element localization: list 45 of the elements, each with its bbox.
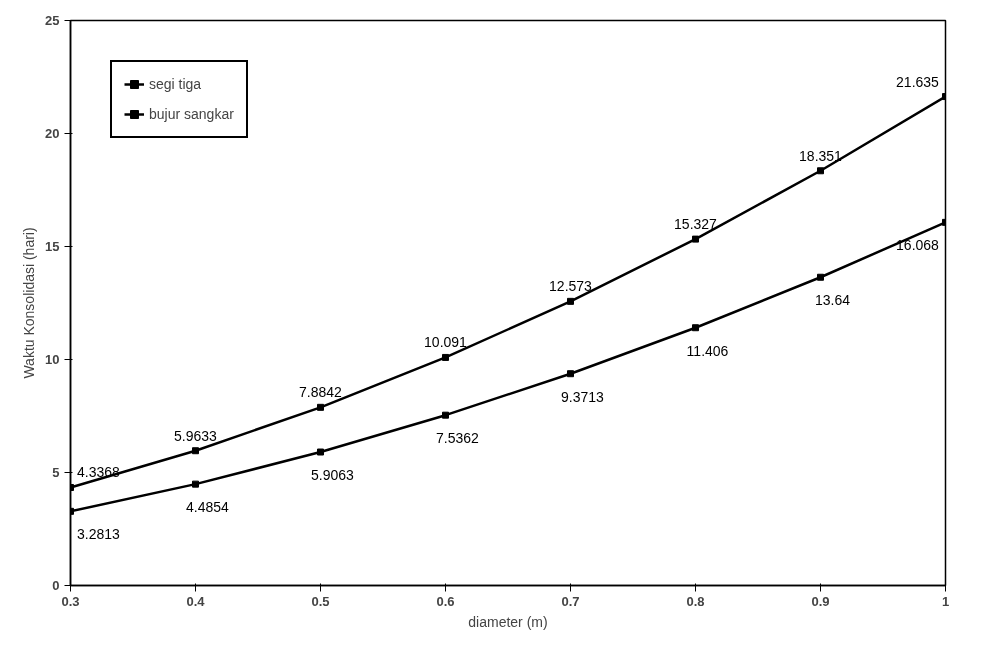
data-label: 7.5362: [436, 430, 480, 447]
legend-label: bujur sangkar: [149, 106, 234, 122]
point: [817, 167, 824, 175]
y-tick-label: 15: [45, 239, 60, 254]
x-tick-label: 0.6: [436, 593, 455, 609]
data-label: 4.4854: [186, 499, 230, 516]
data-label: 15.327: [674, 216, 718, 233]
x-tick-label: 0.9: [811, 593, 830, 609]
data-label: 5.9633: [174, 427, 218, 444]
point: [192, 447, 199, 455]
point: [567, 370, 574, 378]
y-tick-label: 25: [45, 13, 60, 28]
point: [442, 353, 449, 361]
data-label: 7.8842: [299, 384, 343, 401]
x-tick-label: 0.7: [561, 593, 580, 609]
y-tick-label: 10: [45, 352, 60, 367]
y-tick-label: 0: [52, 578, 60, 593]
data-label: 16.068: [896, 237, 940, 254]
data-label: 13.64: [814, 292, 851, 309]
data-label: 12.573: [549, 278, 593, 295]
data-label: 10.091: [424, 334, 468, 351]
point: [567, 297, 574, 305]
data-label: 9.3713: [561, 388, 605, 405]
data-label: 18.351: [799, 147, 843, 164]
legend-label: segi tiga: [149, 76, 202, 92]
x-tick-label: 0.4: [186, 593, 206, 609]
x-tick-label: 0.3: [61, 593, 80, 609]
point: [192, 480, 199, 488]
y-axis-title: Waktu Konsolidasi (hari): [21, 227, 38, 379]
y-tick-label: 20: [45, 126, 60, 141]
x-tick-label: 0.8: [686, 593, 705, 609]
data-label: 11.406: [686, 342, 729, 359]
point: [442, 411, 449, 419]
point: [317, 448, 324, 456]
y-tick-label: 5: [52, 465, 60, 480]
data-label: 3.2813: [77, 526, 121, 543]
point: [692, 324, 699, 332]
x-axis-title: diameter (m): [468, 613, 548, 630]
data-label: 21.635: [896, 73, 940, 90]
x-tick-label: 0.5: [311, 593, 330, 609]
point: [817, 273, 824, 281]
x-tick-label: 1: [941, 593, 950, 609]
point: [317, 403, 324, 411]
data-label: 5.9063: [311, 467, 355, 484]
point: [692, 235, 699, 243]
